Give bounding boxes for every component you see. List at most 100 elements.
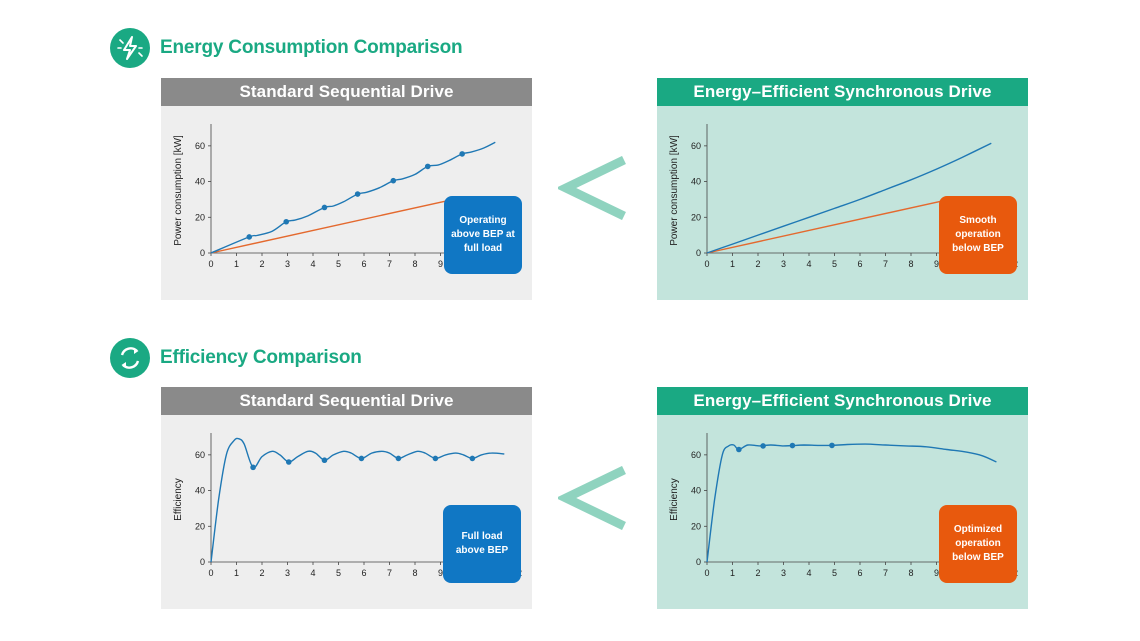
y-tick-label: 40 [195, 177, 205, 187]
blue-series-line [210, 437, 505, 563]
panel-efficiency-standard: Standard Sequential Drive 01234567891011… [161, 387, 532, 609]
x-tick-label: 8 [412, 568, 417, 578]
callout-operating-above-bep: Operating above BEP at full load [444, 196, 522, 274]
panel-header: Standard Sequential Drive [161, 387, 532, 415]
section-title: Efficiency Comparison [160, 347, 362, 368]
y-tick-label: 0 [696, 248, 701, 258]
blue-series-line [706, 443, 997, 563]
x-tick-label: 3 [285, 259, 290, 269]
callout-smooth-operation: Smooth operation below BEP [939, 196, 1017, 274]
x-tick-label: 8 [908, 568, 913, 578]
x-tick-label: 5 [336, 259, 341, 269]
y-tick-label: 60 [195, 450, 205, 460]
x-tick-label: 7 [387, 259, 392, 269]
orange-series-line [210, 198, 454, 254]
orange-series-line [706, 198, 950, 254]
x-tick-label: 4 [310, 259, 315, 269]
x-tick-label: 8 [908, 259, 913, 269]
y-tick-label: 0 [200, 248, 205, 258]
y-tick-label: 40 [691, 177, 701, 187]
data-point-marker [424, 163, 431, 170]
blue-series-line [210, 141, 496, 254]
y-tick-label: 60 [691, 450, 701, 460]
y-tick-label: 40 [691, 486, 701, 496]
panel-header: Standard Sequential Drive [161, 78, 532, 106]
y-tick-label: 60 [691, 141, 701, 151]
x-tick-label: 1 [234, 568, 239, 578]
x-tick-label: 7 [387, 568, 392, 578]
y-axis-label: Power consumption [kW] [173, 135, 184, 246]
panel-energy-efficient: Energy–Efficient Synchronous Drive 0 1 2 3 4… [657, 78, 1028, 300]
y-tick-label: 20 [691, 521, 701, 531]
data-point-marker [250, 464, 256, 471]
data-point-marker [285, 459, 292, 465]
power-chart-standard: 01234567891011120204060Power consumption… [173, 124, 522, 269]
x-tick-label: 6 [361, 568, 366, 578]
data-point-marker [469, 455, 476, 462]
data-point-marker [321, 204, 328, 211]
x-tick-label: 1 [730, 259, 735, 269]
plot-area: 01234567891011120204060Power consumption… [161, 106, 532, 300]
x-tick-label: 6 [857, 568, 862, 578]
x-tick-label: 0 [208, 259, 213, 269]
x-tick-label: 4 [806, 568, 811, 578]
blue-series-line [706, 142, 992, 254]
y-axis-label: Efficiency [669, 478, 680, 521]
x-tick-label: 9 [934, 568, 939, 578]
data-point-marker [395, 455, 402, 462]
data-point-marker [459, 151, 465, 157]
data-point-marker [432, 455, 439, 462]
x-tick-label: 1 [234, 259, 239, 269]
data-point-marker [736, 446, 742, 453]
y-tick-label: 0 [200, 557, 205, 567]
panel-header: Energy–Efficient Synchronous Drive [657, 387, 1028, 415]
x-tick-label: 2 [259, 568, 264, 578]
x-tick-label: 4 [310, 568, 315, 578]
x-tick-label: 7 [883, 259, 888, 269]
x-tick-label: 6 [361, 259, 366, 269]
x-tick-label: 5 [832, 568, 837, 578]
x-tick-label: 2 [755, 568, 760, 578]
section-energy-header: Energy Consumption Comparison [110, 28, 463, 68]
x-tick-label: 5 [832, 259, 837, 269]
callout-full-load: Full load above BEP [443, 505, 521, 583]
x-tick-label: 3 [781, 259, 786, 269]
x-tick-label: 3 [781, 568, 786, 578]
data-point-marker [829, 442, 835, 449]
data-point-marker [321, 457, 328, 464]
plot-area: 01234567891011120204060Power consumption… [657, 106, 1028, 300]
panel-energy-standard: Standard Sequential Drive 01234567891011… [161, 78, 532, 300]
x-tick-label: 3 [285, 568, 290, 578]
x-tick-label: 5 [336, 568, 341, 578]
data-point-marker [283, 218, 290, 225]
panel-header: Energy–Efficient Synchronous Drive [657, 78, 1028, 106]
x-tick-label: 2 [755, 259, 760, 269]
x-tick-label: 4 [806, 259, 811, 269]
data-point-marker [354, 191, 361, 197]
plot-area: 01234567891011120204060Efficiency Optimi… [657, 415, 1028, 609]
section-efficiency-header: Efficiency Comparison [110, 338, 362, 378]
x-tick-label: 0 [704, 568, 709, 578]
x-tick-label: 8 [412, 259, 417, 269]
data-point-marker [760, 443, 766, 449]
panel-efficiency-efficient: Energy–Efficient Synchronous Drive 0 1 2 3 4… [657, 387, 1028, 609]
callout-optimized-operation: Optimized operation below BEP [939, 505, 1017, 583]
y-tick-label: 60 [195, 141, 205, 151]
less-than-symbol: < [558, 466, 626, 530]
x-tick-label: 6 [857, 259, 862, 269]
y-tick-label: 20 [195, 521, 205, 531]
data-point-marker [789, 442, 796, 449]
data-point-marker [390, 177, 397, 184]
y-tick-label: 40 [195, 486, 205, 496]
lightning-bolt-icon [110, 28, 150, 68]
x-tick-label: 2 [259, 259, 264, 269]
y-axis-label: Efficiency [173, 478, 184, 521]
x-tick-label: 7 [883, 568, 888, 578]
y-axis-label: Power consumption [kW] [669, 135, 680, 246]
y-tick-label: 20 [691, 212, 701, 222]
x-tick-label: 0 [704, 259, 709, 269]
cycle-arrows-icon [110, 338, 150, 378]
less-than-symbol: < [558, 156, 626, 220]
section-title: Energy Consumption Comparison [160, 37, 463, 58]
y-tick-label: 20 [195, 212, 205, 222]
